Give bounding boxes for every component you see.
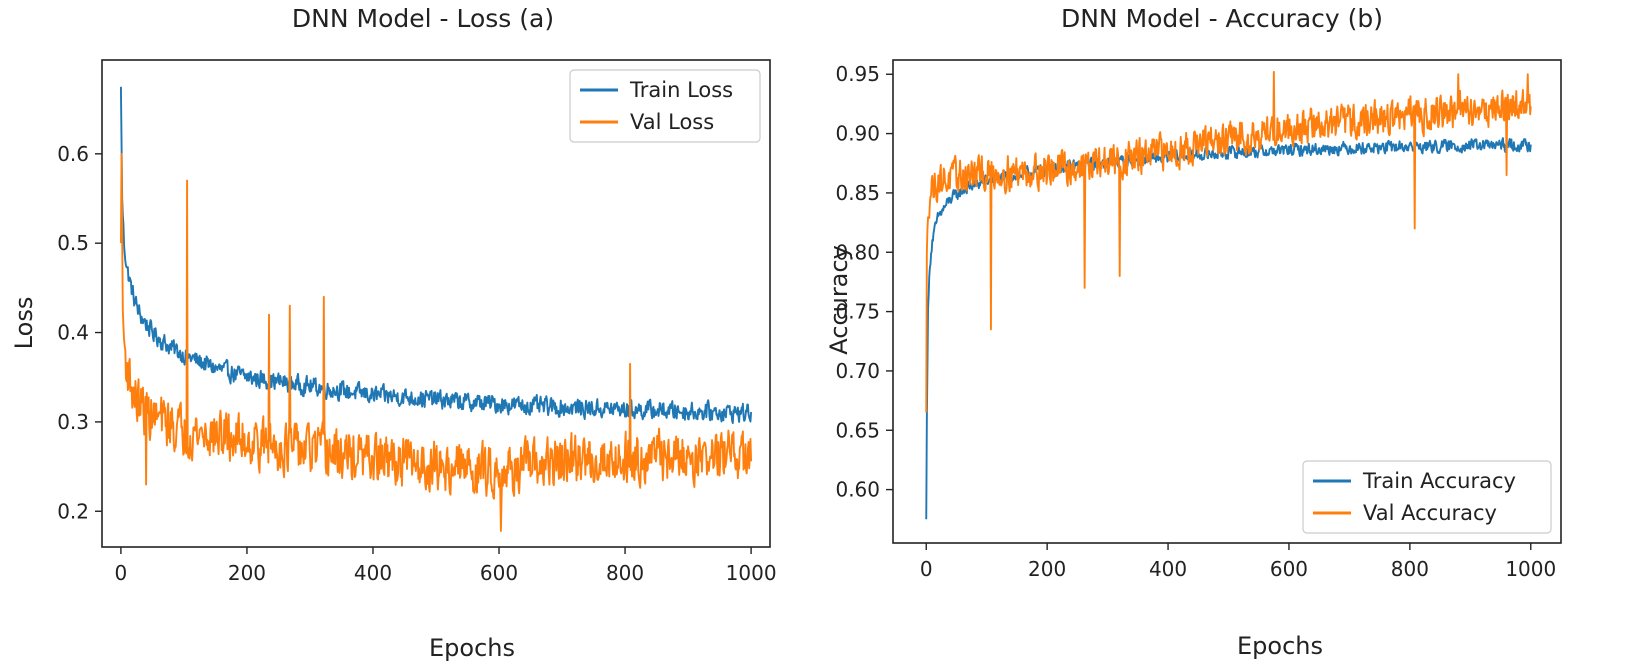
loss-x-tick-label: 600 <box>480 561 518 585</box>
loss-legend-box <box>569 69 761 143</box>
loss-y-tick-label: 0.5 <box>57 231 89 255</box>
loss-series-train-line <box>119 86 753 425</box>
accuracy-series-val-line <box>925 70 1532 413</box>
accuracy-y-axis-label: Accuracy <box>825 245 853 355</box>
accuracy-y-tick-label: 0.60 <box>835 478 880 502</box>
accuracy-y-tick-label: 0.65 <box>835 418 880 442</box>
accuracy-y-tick-label: 0.80 <box>835 240 880 264</box>
accuracy-x-tick-label: 1000 <box>1505 557 1556 581</box>
accuracy-y-tick-label: 0.90 <box>835 122 880 146</box>
loss-y-tick-label: 0.3 <box>57 410 89 434</box>
accuracy-legend: Train Accuracy Val Accuracy <box>1302 460 1552 534</box>
loss-y-tick-label: 0.6 <box>57 142 89 166</box>
accuracy-chart: DNN Model - Accuracy (b) Epochs Accuracy… <box>825 4 1562 660</box>
loss-x-tick-label: 200 <box>228 561 266 585</box>
accuracy-y-tick-label: 0.70 <box>835 359 880 383</box>
accuracy-ticks: 0 200 400 600 800 1000 0.60 0.65 0.70 0.75 0.80 0.8… <box>835 62 1556 581</box>
loss-ticks: 0 200 400 600 800 1000 0.2 0.3 0.4 0.5 0.6 <box>57 142 776 585</box>
accuracy-legend-train-label: Train Accuracy <box>1362 469 1516 493</box>
loss-plot-lines <box>119 86 753 532</box>
loss-x-tick-label: 400 <box>354 561 392 585</box>
loss-legend-train-label: Train Loss <box>629 78 733 102</box>
accuracy-x-tick-label: 600 <box>1270 557 1308 581</box>
accuracy-legend-val-label: Val Accuracy <box>1363 501 1497 525</box>
accuracy-axes-frame <box>892 59 1562 544</box>
loss-chart: DNN Model - Loss (a) Epochs Loss 0 200 400… <box>10 4 777 662</box>
loss-x-tick-label: 800 <box>606 561 644 585</box>
loss-y-tick-label: 0.2 <box>57 499 89 523</box>
accuracy-y-tick-label: 0.85 <box>835 181 880 205</box>
accuracy-x-axis-label: Epochs <box>1237 632 1323 660</box>
loss-x-tick-label: 0 <box>115 561 128 585</box>
accuracy-x-tick-label: 0 <box>920 557 933 581</box>
accuracy-series-train-line <box>925 137 1532 520</box>
loss-axes-frame <box>101 59 771 548</box>
accuracy-x-tick-label: 400 <box>1149 557 1187 581</box>
accuracy-y-tick-label: 0.75 <box>835 300 880 324</box>
loss-chart-title: DNN Model - Loss (a) <box>292 4 554 33</box>
loss-y-axis-label: Loss <box>10 297 38 350</box>
accuracy-x-tick-label: 200 <box>1028 557 1066 581</box>
accuracy-x-tick-label: 800 <box>1391 557 1429 581</box>
loss-x-axis-label: Epochs <box>429 634 515 662</box>
accuracy-chart-title: DNN Model - Accuracy (b) <box>1061 4 1383 33</box>
loss-legend-val-label: Val Loss <box>630 110 714 134</box>
loss-series-val-line <box>119 152 753 532</box>
loss-legend: Train Loss Val Loss <box>569 69 761 143</box>
accuracy-y-tick-label: 0.95 <box>835 62 880 86</box>
loss-x-tick-label: 1000 <box>726 561 777 585</box>
accuracy-plot-lines <box>925 70 1532 520</box>
loss-y-tick-label: 0.4 <box>57 321 89 345</box>
accuracy-legend-box <box>1302 460 1552 534</box>
